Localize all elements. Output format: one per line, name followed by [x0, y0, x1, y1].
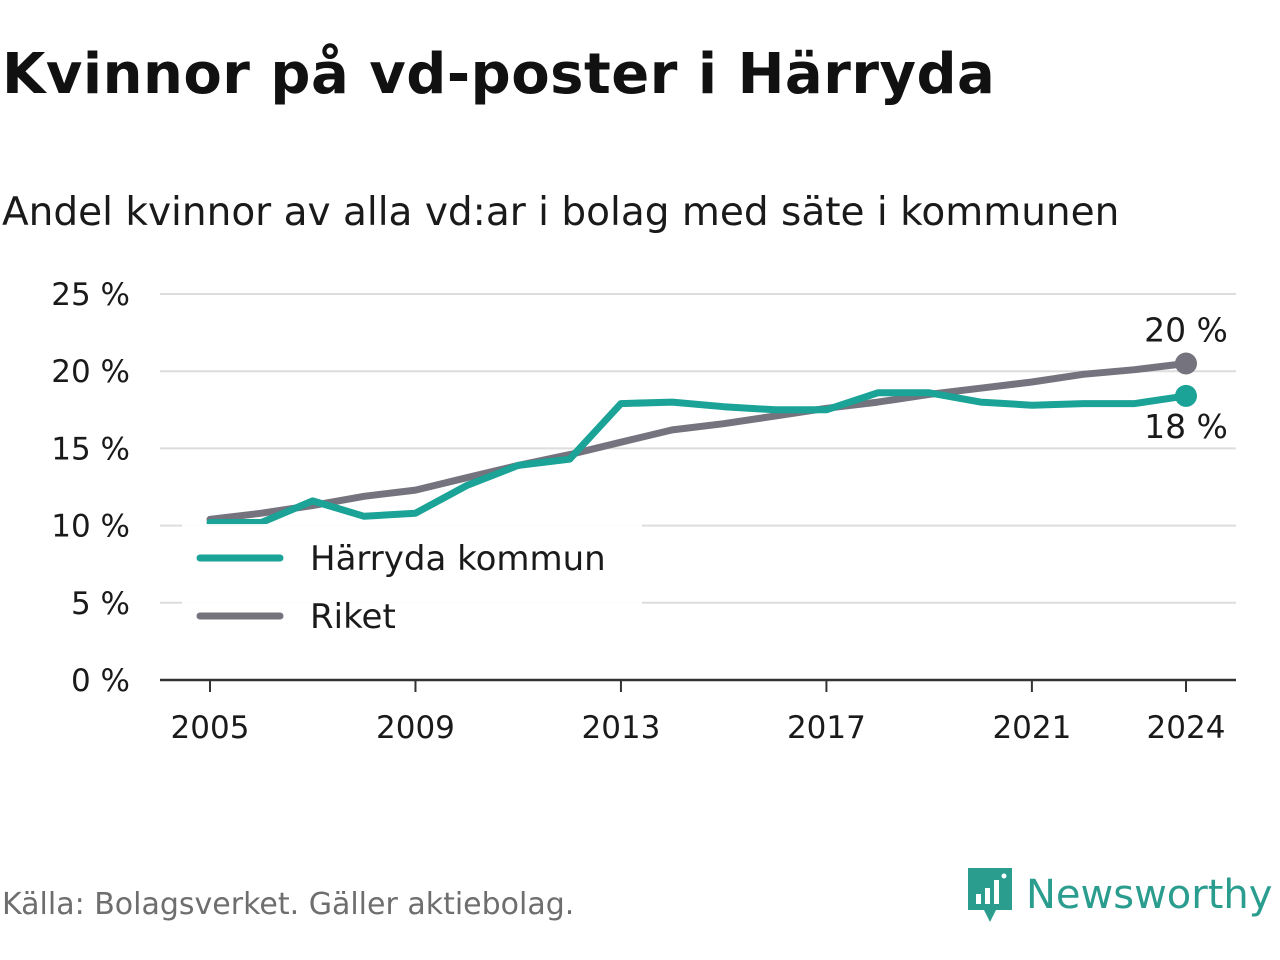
y-tick-label: 0 % [71, 663, 130, 699]
end-value-label: 18 % [1144, 407, 1228, 446]
x-tick-label: 2017 [787, 710, 866, 746]
brand-name: Newsworthy [1026, 872, 1273, 918]
brand-logo: Newsworthy [964, 866, 1272, 924]
axes: 0 % 5 % 10 % 15 % 20 % 25 % 2005 2009 2013 2017 20… [51, 277, 1236, 746]
y-tick-label: 20 % [51, 354, 130, 390]
x-tick-label: 2005 [171, 710, 250, 746]
legend: Härryda kommun Riket [182, 524, 642, 644]
source-note: Källa: Bolagsverket. Gäller aktiebolag. [2, 887, 575, 922]
chart-title: Kvinnor på vd-poster i Härryda [2, 42, 996, 107]
x-tick-label: 2009 [376, 710, 455, 746]
y-tick-label: 10 % [51, 509, 130, 545]
x-tick-label: 2024 [1147, 710, 1226, 746]
x-tick-label: 2013 [581, 710, 660, 746]
legend-label: Riket [310, 597, 396, 637]
x-tick-label: 2021 [992, 710, 1071, 746]
series-group [206, 352, 1197, 526]
chart-subtitle: Andel kvinnor av alla vd:ar i bolag med … [2, 190, 1120, 235]
y-tick-label: 15 % [51, 431, 130, 467]
end-point [1175, 352, 1197, 375]
end-value-label: 20 % [1144, 310, 1228, 349]
legend-background [182, 524, 642, 644]
end-labels: 18 % 20 % [1144, 310, 1228, 445]
newsworthy-logo-icon [968, 868, 1012, 922]
y-tick-label: 5 % [71, 586, 130, 622]
series-line-h-rryda-kommun [206, 389, 1190, 526]
series-line-riket [206, 360, 1190, 523]
legend-label: Härryda kommun [310, 539, 606, 579]
y-tick-label: 25 % [51, 277, 130, 313]
end-point [1175, 384, 1197, 407]
